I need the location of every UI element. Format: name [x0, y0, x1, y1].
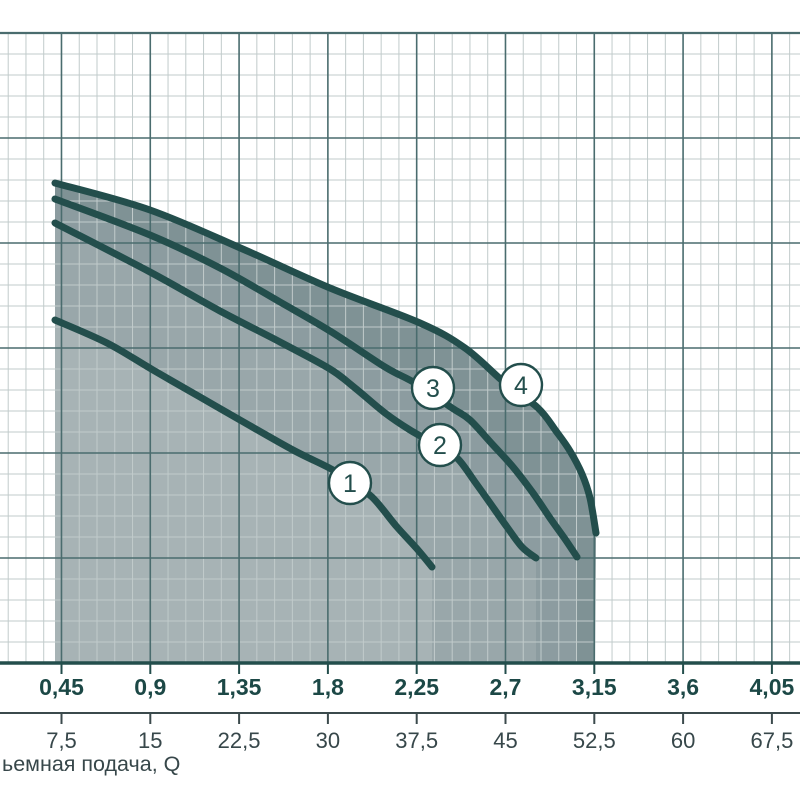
secondary-tick-label: 15	[138, 728, 162, 753]
primary-tick-label: 0,45	[39, 674, 84, 700]
primary-tick-label: 0,9	[134, 674, 166, 700]
grid	[0, 31, 800, 663]
secondary-tick-label: 7,5	[46, 728, 77, 753]
secondary-tick-label: 37,5	[395, 728, 438, 753]
shaded-band-1	[55, 320, 432, 663]
x-axis-title: ьемная подача, Q	[2, 752, 180, 776]
curve-number-markers: 1 2 3 4	[327, 362, 544, 506]
primary-tick-label: 2,25	[394, 674, 439, 700]
primary-tick-label: 3,6	[667, 674, 699, 700]
primary-tick-label: 4,05	[750, 674, 795, 700]
curve-marker-number-4: 4	[514, 372, 528, 400]
secondary-tick-label: 30	[316, 728, 340, 753]
pump-curve-4	[51, 179, 600, 537]
curve-marker-number-2: 2	[433, 432, 447, 460]
shaded-operating-areas	[55, 183, 596, 663]
curve-marker-number-1: 1	[343, 470, 357, 498]
secondary-tick-label: 52,5	[573, 728, 616, 753]
curve-marker-circle-2	[417, 422, 463, 468]
x-axis-primary-m3h: 0,45 0,9 1,35 1,8 2,25 2,7 3,15 3,6 4,05	[0, 661, 800, 700]
curve-marker-circle-1	[327, 460, 373, 506]
curve-marker-circle-3	[410, 365, 456, 411]
primary-tick-label: 1,35	[217, 674, 262, 700]
secondary-tick-label: 67,5	[750, 728, 793, 753]
secondary-tick-label: 60	[671, 728, 695, 753]
x-axis-secondary-lmin: 7,5 15 22,5 30 37,5 45 52,5 60 67,5	[0, 712, 800, 753]
curve-marker-circle-4	[498, 362, 544, 408]
secondary-tick-label: 45	[493, 728, 517, 753]
pump-curve-1	[51, 316, 436, 571]
primary-tick-label: 2,7	[490, 674, 522, 700]
primary-tick-label: 1,8	[312, 674, 344, 700]
secondary-tick-label: 22,5	[218, 728, 261, 753]
pump-curve-2	[51, 219, 540, 562]
primary-tick-label: 3,15	[572, 674, 617, 700]
curve-marker-number-3: 3	[426, 375, 440, 403]
